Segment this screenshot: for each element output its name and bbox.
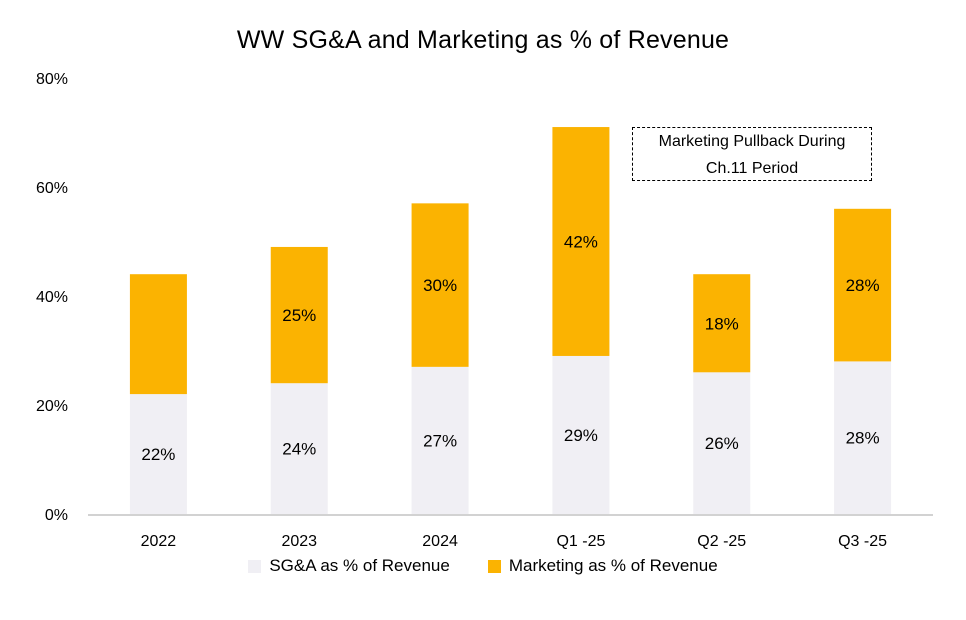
y-tick-label: 20% [36,398,68,415]
annotation-box: Marketing Pullback During Ch.11 Period [632,127,872,181]
bar-marketing [270,246,328,384]
bar-sga [693,372,751,514]
bar-marketing [693,274,751,373]
data-label-marketing: 25% [282,306,316,325]
y-tick-label: 60% [36,180,68,197]
legend-label-sga: SG&A as % of Revenue [269,556,450,575]
x-tick-label: 2022 [141,533,177,550]
data-label-sga: 24% [282,440,316,459]
bar-sga [552,355,610,514]
x-tick-label: Q3 -25 [838,533,887,550]
x-tick-label: 2023 [281,533,317,550]
x-tick-label: Q2 -25 [697,533,746,550]
data-label-sga: 22% [141,445,175,464]
bar-sga [411,366,469,514]
legend-item-sga: SG&A as % of Revenue [248,556,450,576]
bar-sga [129,394,187,514]
bar-sga [834,361,892,514]
chart-title: WW SG&A and Marketing as % of Revenue [236,26,730,54]
data-label-sga: 28% [846,429,880,448]
annotation-line-2: Ch.11 Period [705,160,799,177]
legend: SG&A as % of Revenue Marketing as % of R… [0,556,966,576]
bar-marketing [552,127,610,356]
y-tick-label: 0% [45,507,68,524]
legend-label-marketing: Marketing as % of Revenue [508,556,718,575]
annotation-line-1: Marketing Pullback During [658,133,846,150]
y-tick-label: 40% [36,289,68,306]
data-label-marketing: 18% [705,314,739,333]
legend-swatch-sga [248,559,262,573]
bar-marketing [129,274,187,395]
data-label-sga: 29% [564,426,598,445]
bar-sga [270,383,328,514]
data-label-marketing: 30% [423,276,457,295]
y-tick-label: 80% [36,71,68,88]
bar-marketing [834,208,892,362]
bar-marketing [411,203,469,367]
legend-item-marketing: Marketing as % of Revenue [487,556,718,576]
data-label-sga: 27% [423,431,457,450]
x-tick-label: 2024 [422,533,458,550]
data-label-sga: 26% [705,434,739,453]
data-label-marketing: 28% [846,276,880,295]
legend-swatch-marketing [487,559,501,573]
x-tick-label: Q1 -25 [556,533,605,550]
data-label-marketing: 42% [564,233,598,252]
